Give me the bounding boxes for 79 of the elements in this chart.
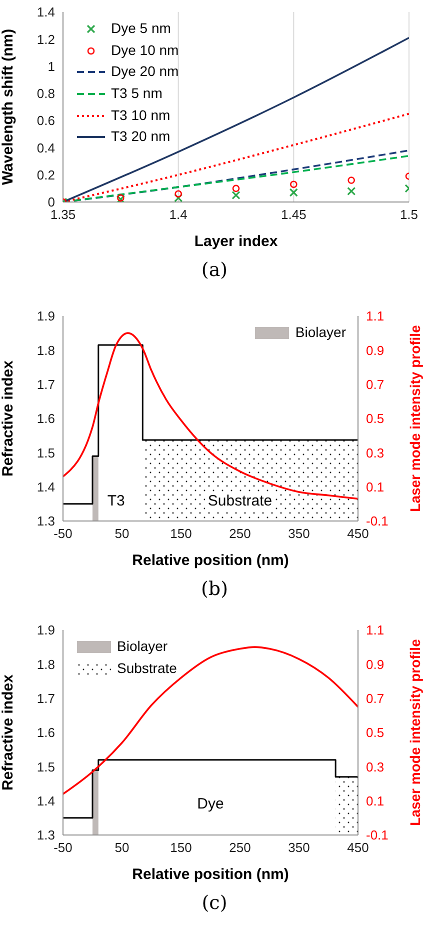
y-axis-title: Wavelength shift (nm) — [0, 28, 16, 186]
y-tick-label: 1.4 — [36, 793, 55, 808]
y2-tick-label: 1.1 — [366, 622, 384, 638]
y-tick-label: 1.3 — [36, 828, 55, 843]
x-tick-label: 350 — [288, 840, 310, 856]
y-tick-label: 0.6 — [36, 113, 55, 128]
y-tick-label: 0.2 — [36, 167, 55, 182]
y-tick-label: 0 — [48, 194, 55, 210]
x-tick-label: 1.5 — [400, 207, 418, 222]
y-tick-label: 1.9 — [36, 308, 55, 324]
x-tick-label: 50 — [114, 526, 130, 542]
y2-tick-label: 0.9 — [366, 342, 384, 358]
y-tick-label: 0.8 — [36, 86, 55, 102]
text: (b) — [200, 577, 229, 602]
point — [348, 176, 355, 184]
x-tick-label: 450 — [347, 840, 369, 856]
y2-tick-label: 0.5 — [366, 411, 384, 426]
point — [174, 190, 182, 198]
y2-tick-label: 0.7 — [366, 690, 384, 706]
y-tick-label: 1 — [48, 58, 55, 74]
point — [290, 180, 298, 188]
y-tick-label: 1.4 — [36, 4, 55, 20]
x-tick-label: 1.4 — [169, 207, 188, 222]
x-tick-label: 1.45 — [281, 207, 306, 222]
x-tick-label: 450 — [347, 526, 369, 542]
y-tick-label: 1.8 — [36, 342, 55, 358]
x-axis-title: Layer index — [194, 233, 278, 250]
text: (c) — [200, 891, 228, 916]
y-tick-label: 1.7 — [36, 376, 55, 392]
point — [232, 184, 240, 192]
y2-tick-label: -0.1 — [366, 514, 388, 529]
y2-tick-label: 0.3 — [366, 759, 384, 774]
x-axis-title: Relative position (nm) — [132, 866, 289, 883]
y-tick-label: 1.6 — [36, 725, 55, 740]
y-tick-label: 1.4 — [36, 479, 55, 494]
y-axis-title: Refractive index — [0, 674, 16, 790]
y-tick-label: 1.7 — [36, 690, 55, 706]
y-tick-label: 1.3 — [36, 514, 55, 529]
x-tick-label: 250 — [229, 840, 251, 856]
y-tick-label: 1.6 — [36, 411, 55, 426]
y2-tick-label: 0.5 — [366, 725, 384, 740]
annotation: Substrate — [204, 492, 276, 509]
annotation: Dye — [194, 796, 227, 813]
y-tick-label: 1.2 — [36, 32, 55, 47]
x-tick-label: 1.35 — [50, 207, 76, 222]
x-tick-label: 150 — [170, 840, 192, 856]
y-tick-label: 0.4 — [36, 140, 55, 156]
y2-tick-label: 0.1 — [366, 793, 384, 808]
y2-tick-label: 0.7 — [366, 376, 384, 392]
legend-label: T3 5 nm — [111, 84, 162, 104]
x-tick-label: -50 — [54, 526, 72, 542]
text: (a) — [200, 258, 229, 283]
y-tick-label: 1.8 — [36, 656, 55, 672]
x-tick-label: 150 — [170, 526, 192, 542]
legend-label: Biolayer — [295, 323, 346, 342]
y2-tick-label: 0.9 — [366, 656, 384, 672]
y2-axis-title: Laser mode intensity profile — [406, 324, 423, 512]
x-tick-label: 250 — [229, 526, 251, 542]
legend-label: Dye 5 nm — [111, 19, 171, 38]
legend-label: Biolayer — [117, 637, 168, 656]
annotation: T3 — [104, 492, 128, 509]
legend-label: Dye 10 nm — [111, 40, 179, 60]
y2-tick-label: -0.1 — [366, 828, 388, 843]
x-tick-label: 350 — [288, 526, 310, 542]
x-axis-title: Relative position (nm) — [132, 552, 289, 569]
y2-tick-label: 0.3 — [366, 445, 384, 460]
y2-axis-title: Laser mode intensity profile — [406, 638, 423, 826]
legend-label: Dye 20 nm — [111, 62, 179, 82]
x-tick-label: -50 — [54, 840, 72, 856]
y2-tick-label: 1.1 — [366, 308, 384, 324]
y2-tick-label: 0.1 — [366, 479, 384, 494]
legend-label: Substrate — [117, 658, 177, 678]
y-tick-label: 1.5 — [36, 759, 55, 774]
y-axis-title: Refractive index — [0, 360, 16, 476]
y-tick-label: 1.9 — [36, 622, 55, 638]
y-tick-label: 1.5 — [36, 445, 55, 460]
legend-label: T3 20 nm — [111, 127, 170, 146]
legend-label: T3 10 nm — [111, 106, 170, 125]
x-tick-label: 50 — [114, 840, 130, 856]
